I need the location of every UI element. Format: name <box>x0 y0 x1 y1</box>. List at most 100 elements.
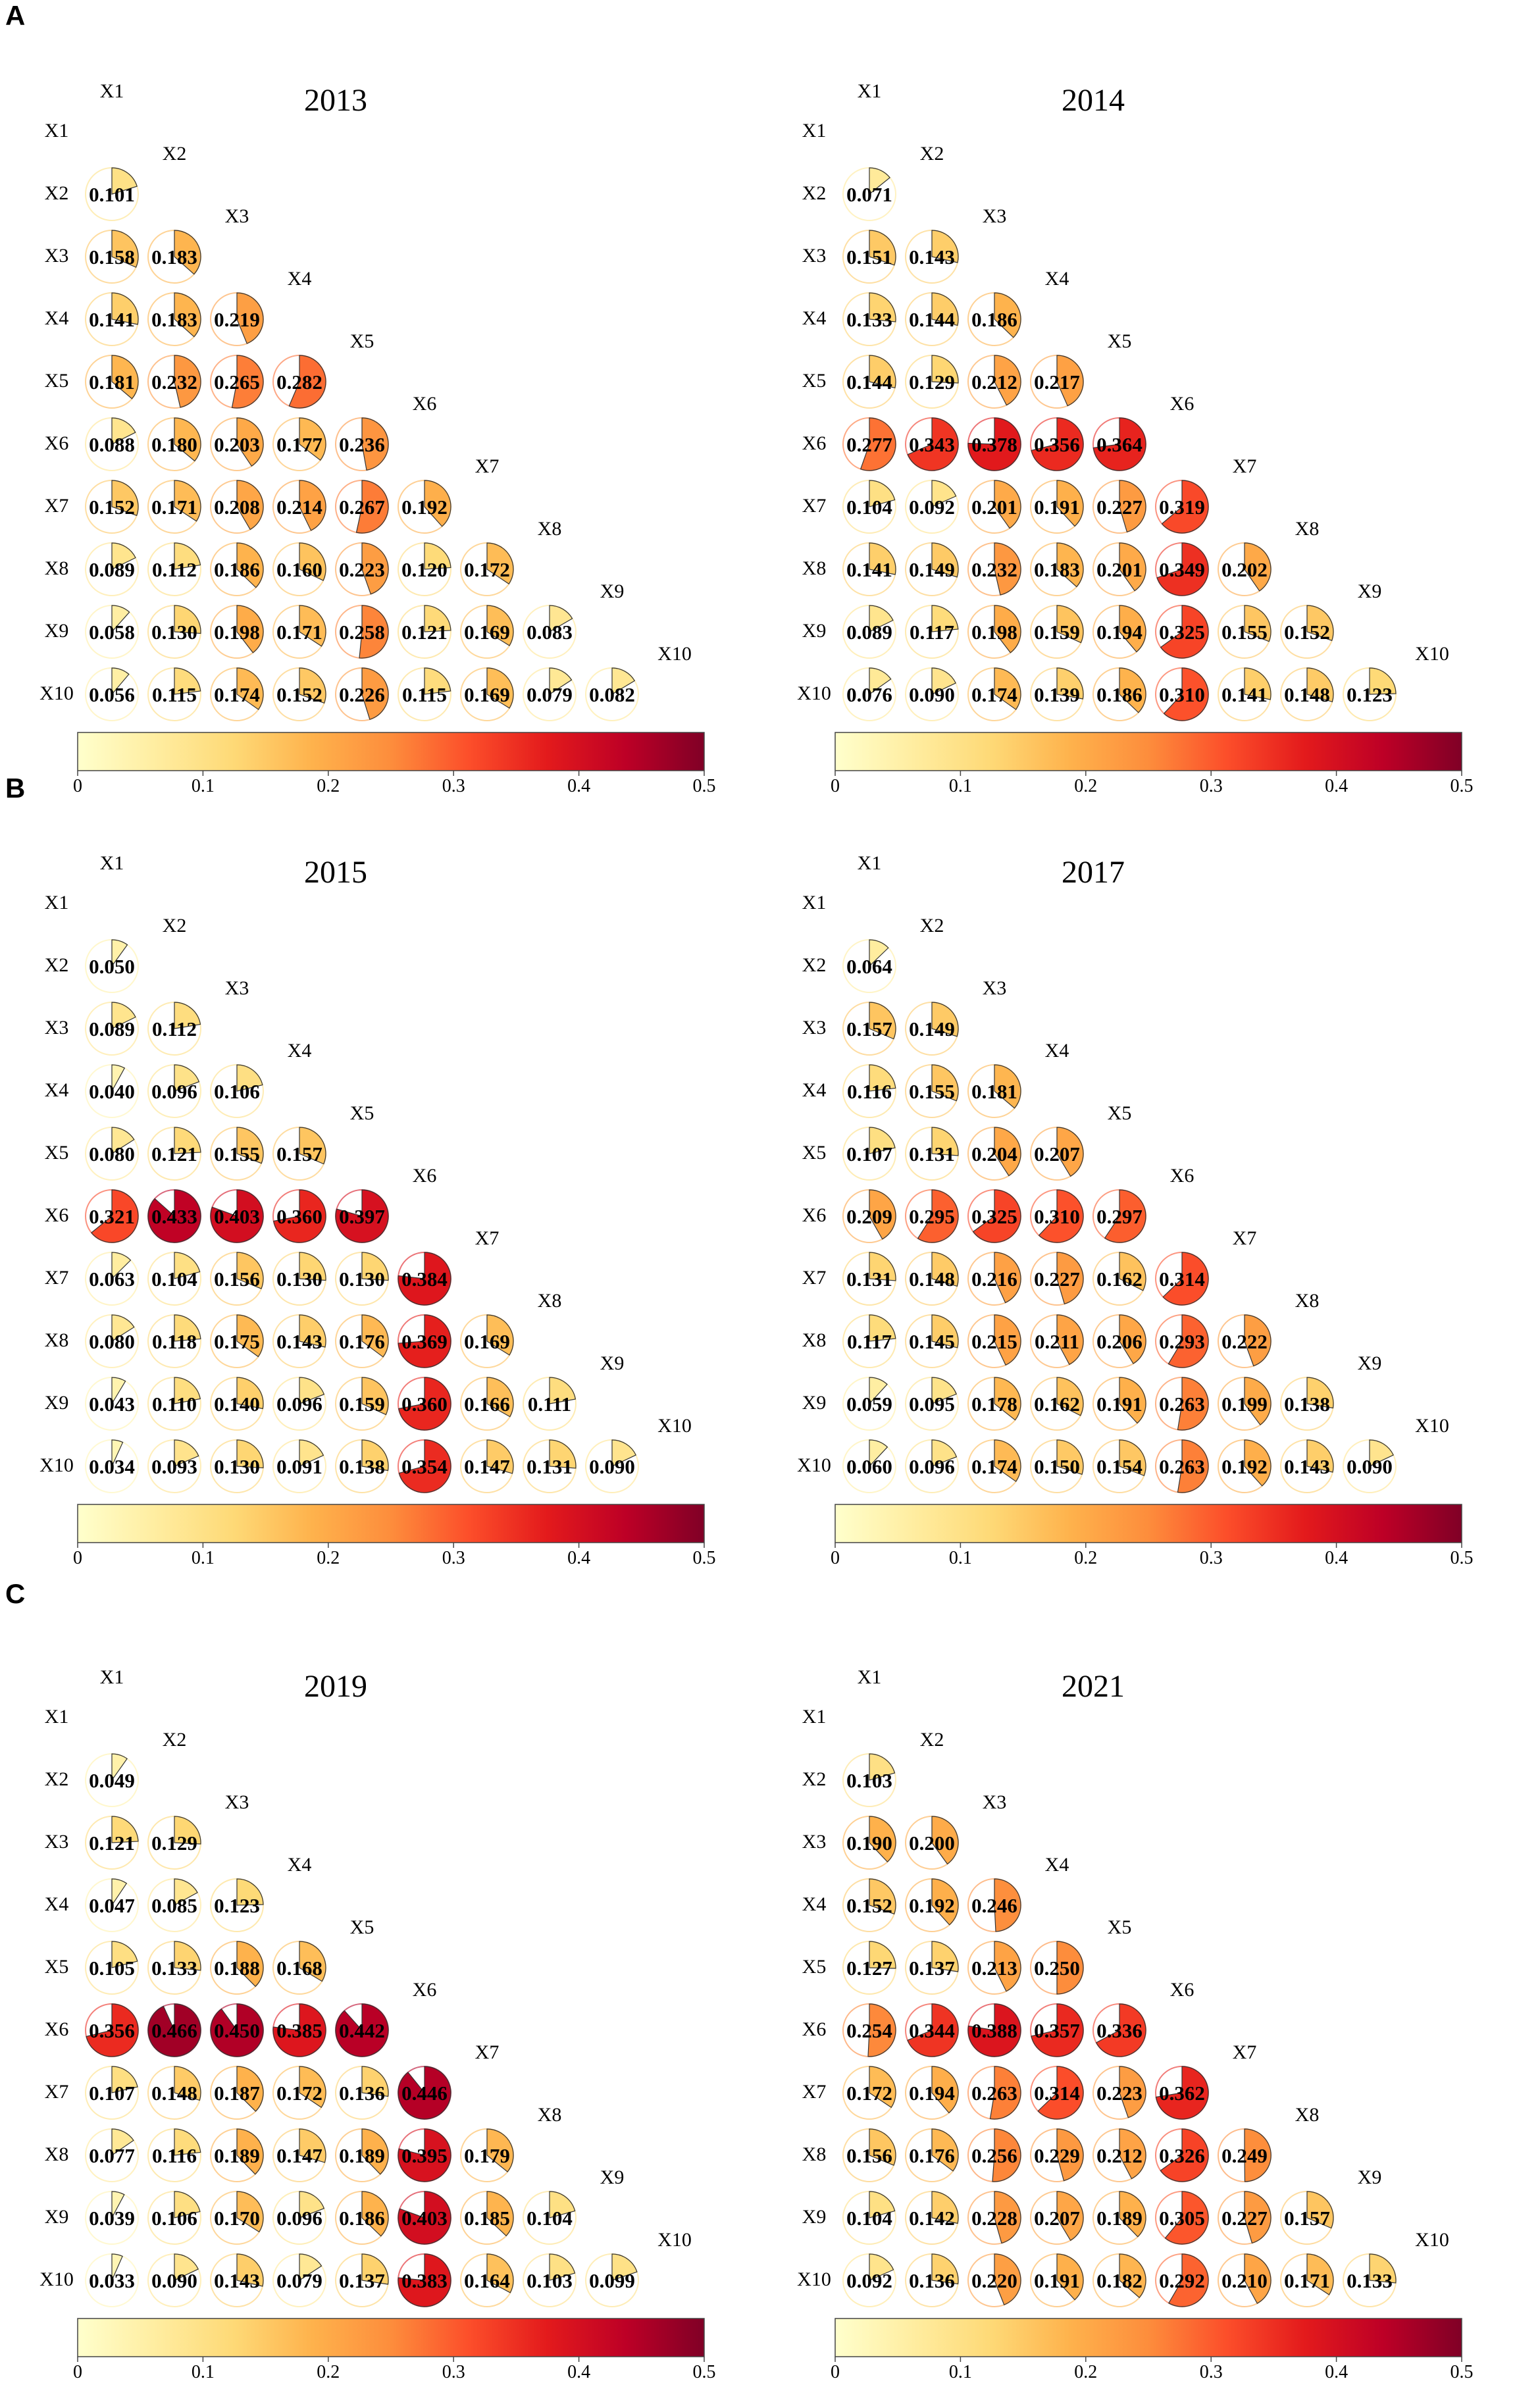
cell-value-label: 0.166 <box>464 1393 510 1416</box>
chart-title: 2017 <box>1062 855 1125 890</box>
row-label-x8: X8 <box>802 1329 827 1351</box>
cell-wedge <box>1160 605 1209 659</box>
cell-value-label: 0.090 <box>151 2269 197 2292</box>
cell-value-label: 0.186 <box>339 2207 385 2230</box>
cell-value-label: 0.130 <box>339 1268 385 1291</box>
cell-wedge <box>994 292 1021 338</box>
cell-wedge <box>236 605 264 653</box>
cell-value-label: 0.183 <box>151 245 197 269</box>
cell-value-label: 0.210 <box>1221 2269 1268 2292</box>
cell-value-label: 0.104 <box>151 1268 197 1291</box>
cell-value-label: 0.083 <box>526 621 573 644</box>
cell-wedge <box>869 1941 896 1969</box>
cell-wedge <box>1037 2066 1084 2120</box>
cell-wedge <box>869 939 889 967</box>
cell-value-label: 0.227 <box>1096 496 1143 519</box>
cell-wedge <box>111 480 139 517</box>
cell-wedge <box>1119 605 1146 653</box>
colorbar-tick-label: 0.5 <box>1451 776 1474 796</box>
cell-value-label: 0.059 <box>846 1393 892 1416</box>
cell-wedge <box>1164 2191 1209 2245</box>
colorbar <box>835 1504 1462 1543</box>
cell-value-label: 0.192 <box>1221 1455 1268 1478</box>
col-label-x10: X10 <box>657 2229 692 2251</box>
cell-value-label: 0.150 <box>1034 1455 1080 1478</box>
cell-wedge <box>210 2003 264 2057</box>
cell-wedge <box>361 1377 389 1416</box>
cell-wedge <box>869 230 896 266</box>
row-label-x9: X9 <box>802 620 827 642</box>
cell-value-label: 0.112 <box>152 558 197 581</box>
colorbar-tick-label: 0.3 <box>442 2362 465 2382</box>
cell-wedge <box>1056 1127 1084 1177</box>
row-label-x8: X8 <box>45 2143 69 2165</box>
cell-wedge <box>299 2191 325 2218</box>
cell-value-label: 0.314 <box>1159 1268 1205 1291</box>
cell-wedge <box>299 2253 322 2282</box>
row-label-x2: X2 <box>45 1768 69 1790</box>
cell-value-label: 0.174 <box>971 1455 1017 1478</box>
col-label-x2: X2 <box>163 915 187 936</box>
col-label-x8: X8 <box>538 2104 562 2126</box>
colorbar-tick-label: 0.2 <box>1074 2362 1097 2382</box>
cell-wedge <box>174 1127 201 1154</box>
cell-value-label: 0.121 <box>89 1832 135 1855</box>
row-label-x5: X5 <box>45 1142 69 1164</box>
cell-wedge <box>486 667 514 709</box>
cell-wedge <box>486 2191 514 2237</box>
cell-value-label: 0.096 <box>909 1455 955 1478</box>
cell-wedge <box>1104 1189 1146 1243</box>
cell-value-label: 0.321 <box>89 1205 135 1228</box>
cell-value-label: 0.344 <box>909 2019 955 2042</box>
cell-wedge <box>1369 1439 1394 1467</box>
cell-value-label: 0.256 <box>971 2144 1017 2167</box>
cell-wedge <box>549 2191 576 2218</box>
cell-value-label: 0.079 <box>276 2269 322 2292</box>
cell-value-label: 0.040 <box>89 1080 135 1103</box>
cell-wedge <box>111 605 130 633</box>
colorbar-tick-label: 0 <box>831 1548 840 1568</box>
colorbar-tick-label: 0.5 <box>1451 2362 1474 2382</box>
cell-value-label: 0.194 <box>909 2082 955 2105</box>
cell-wedge <box>931 1252 959 1287</box>
cell-value-label: 0.143 <box>214 2269 260 2292</box>
cell-wedge <box>174 230 201 275</box>
cell-wedge <box>231 355 264 409</box>
cell-value-label: 0.107 <box>89 2082 135 2105</box>
cell-value-label: 0.169 <box>464 621 510 644</box>
cell-value-label: 0.172 <box>846 2082 892 2105</box>
cell-value-label: 0.216 <box>971 1268 1017 1291</box>
cell-wedge <box>1038 1189 1084 1243</box>
cell-wedge <box>174 1878 198 1907</box>
cell-wedge <box>867 2003 896 2057</box>
row-label-x9: X9 <box>45 620 69 642</box>
cell-value-label: 0.148 <box>1284 683 1330 706</box>
cell-value-label: 0.127 <box>846 1957 892 1980</box>
cell-value-label: 0.442 <box>339 2019 385 2042</box>
row-label-x2: X2 <box>802 954 827 976</box>
cell-value-label: 0.326 <box>1159 2144 1205 2167</box>
cell-value-label: 0.187 <box>214 2082 260 2105</box>
col-label-x6: X6 <box>1170 1165 1194 1187</box>
cell-wedge <box>869 1314 896 1342</box>
col-label-x6: X6 <box>413 1165 437 1187</box>
cell-value-label: 0.155 <box>1221 621 1268 644</box>
cell-value-label: 0.104 <box>846 2207 892 2230</box>
cell-wedge <box>869 1816 896 1863</box>
cell-wedge <box>236 1064 263 1092</box>
row-label-x1: X1 <box>45 120 69 141</box>
col-label-x10: X10 <box>1415 643 1449 665</box>
cell-value-label: 0.186 <box>1096 683 1143 706</box>
colorbar <box>835 732 1462 771</box>
col-label-x1: X1 <box>100 852 124 874</box>
cell-value-label: 0.117 <box>910 621 954 644</box>
cell-wedge <box>869 1127 896 1154</box>
cell-value-label: 0.118 <box>152 1330 197 1353</box>
cell-wedge <box>1031 2003 1084 2057</box>
cell-wedge <box>111 1127 135 1155</box>
row-label-x7: X7 <box>45 2081 69 2103</box>
cell-value-label: 0.263 <box>971 2082 1017 2105</box>
cell-value-label: 0.156 <box>214 1268 260 1291</box>
cell-wedge <box>236 2128 264 2175</box>
col-label-x2: X2 <box>920 1729 944 1751</box>
